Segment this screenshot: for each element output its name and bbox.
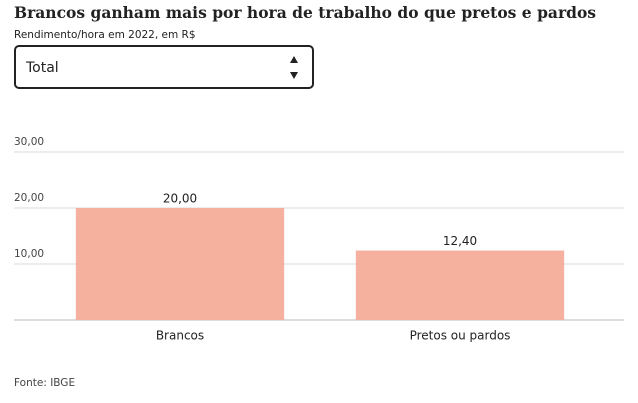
- value-label: 12,40: [443, 234, 477, 248]
- dropdown-box[interactable]: [14, 45, 314, 89]
- chart-title: Brancos ganham mais por hora de trabalho…: [14, 3, 596, 22]
- source: Fonte: IBGE: [14, 377, 75, 389]
- dropdown[interactable]: Total: [14, 45, 314, 89]
- y-tick-label: 20,00: [14, 192, 44, 204]
- dropdown-arrows[interactable]: [290, 56, 298, 79]
- value-label: 20,00: [163, 192, 197, 206]
- dropdown-selected[interactable]: Total: [25, 60, 59, 76]
- bar: [75, 208, 285, 320]
- x-tick-label: Brancos: [156, 329, 204, 343]
- bar: [355, 250, 565, 320]
- x-tick-label: Pretos ou pardos: [410, 329, 511, 343]
- chart-subtitle: Rendimento/hora em 2022, em R$: [14, 29, 196, 41]
- y-tick-label: 10,00: [14, 248, 44, 260]
- y-tick-label: 30,00: [14, 136, 44, 148]
